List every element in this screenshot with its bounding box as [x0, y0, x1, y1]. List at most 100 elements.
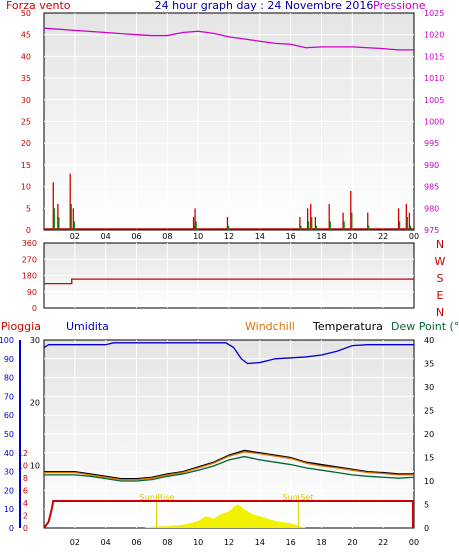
tick-label: 06 — [131, 538, 141, 547]
sunset-label: Sun Set — [283, 493, 314, 502]
wind-direction-line — [44, 278, 414, 285]
direction-grid — [44, 243, 414, 308]
tick-label: 35 — [424, 360, 434, 369]
tick-label: 12 — [224, 538, 234, 547]
header-left: Forza vento — [6, 0, 71, 12]
tick-label: 90 — [4, 355, 14, 364]
tick-label: 50 — [21, 9, 31, 18]
tick-label: 14 — [255, 232, 265, 241]
tick-label: 18 — [316, 538, 326, 547]
tick-label: 00 — [409, 232, 419, 241]
wind-pressure-grid — [44, 13, 414, 230]
tick-label: 10 — [424, 477, 434, 486]
dewpoint-header: Dew Point (°C — [391, 320, 459, 333]
tick-label: 20 — [4, 486, 14, 495]
tick-label: 1010 — [424, 74, 444, 83]
tick-label: 35 — [21, 74, 31, 83]
tick-label: 45 — [21, 31, 31, 40]
sunrise-label: Sun Rise — [140, 493, 175, 502]
direction-letter: E — [437, 289, 444, 302]
tick-label: 1025 — [424, 9, 444, 18]
series-line — [44, 455, 415, 482]
tick-label: 22 — [378, 232, 388, 241]
tick-label: 30 — [21, 96, 31, 105]
tick-label: 5 — [424, 501, 429, 510]
tick-label: 4 — [23, 499, 28, 508]
tick-label: 1000 — [424, 118, 444, 127]
tick-label: 1005 — [424, 96, 444, 105]
tick-label: 1015 — [424, 52, 444, 61]
tick-label: 1020 — [424, 31, 444, 40]
temp-rain-x-ticks: 02 04 06 08 10 12 14 16 18 20 22 00 — [70, 538, 419, 547]
tick-label: 20 — [21, 139, 31, 148]
tick-label: 25 — [21, 118, 31, 127]
tick-label: 0 — [26, 226, 31, 235]
tick-label: 12 — [224, 232, 234, 241]
tick-label: 975 — [424, 226, 439, 235]
direction-letter: N — [436, 238, 444, 251]
tick-label: 15 — [424, 454, 434, 463]
tick-label: 70 — [4, 392, 14, 401]
tick-label: 20 — [30, 399, 40, 408]
tick-label: 04 — [101, 538, 111, 547]
wind-axis-ticks: 0 5 10 15 20 25 30 35 40 45 50 — [21, 9, 31, 235]
pressure-line — [43, 27, 414, 51]
tick-label: 985 — [424, 183, 439, 192]
humidity-header: Umidita — [66, 320, 109, 333]
tick-label: 10 — [4, 505, 14, 514]
temp-rain-grid — [44, 340, 414, 528]
tick-label: 16 — [286, 232, 296, 241]
tick-label: 40 — [4, 449, 14, 458]
tick-label: 980 — [424, 204, 439, 213]
tick-label: 990 — [424, 161, 439, 170]
tick-label: 08 — [162, 232, 172, 241]
humidity-axis-ticks: 0 10 20 30 40 50 60 70 80 90 100 — [0, 336, 14, 533]
wind-pressure-x-ticks: 02 04 06 08 10 12 14 16 18 20 22 00 — [70, 232, 419, 241]
tick-label: 8 — [23, 474, 28, 483]
rain-axis-ticks: 0 2 4 6 8 10 12 — [18, 449, 28, 533]
tick-label: 02 — [70, 538, 80, 547]
tick-label: 04 — [101, 232, 111, 241]
tick-label: 40 — [21, 52, 31, 61]
temp-rain-series — [43, 342, 415, 529]
tick-label: 360 — [22, 239, 37, 248]
tick-label: 40 — [424, 336, 434, 345]
header-right: Pressione — [373, 0, 426, 12]
direction-letter: S — [437, 272, 444, 285]
inner-scale-ticks: 10 20 30 — [30, 336, 40, 470]
rain-header: Pioggia — [1, 320, 41, 333]
pressure-axis-ticks: 975 980 985 990 995 1000 1005 1010 1015 1020 1025 — [424, 9, 444, 235]
temperature-header: Temperatura — [312, 320, 383, 333]
tick-label: 06 — [131, 232, 141, 241]
tick-label: 02 — [70, 232, 80, 241]
direction-axis-ticks: 0 90 180 270 360 — [22, 239, 37, 313]
tick-label: 6 — [23, 486, 28, 495]
series-line — [44, 449, 414, 480]
tick-label: 5 — [26, 204, 31, 213]
tick-label: 18 — [316, 232, 326, 241]
tick-label: 08 — [162, 538, 172, 547]
tick-label: 22 — [378, 538, 388, 547]
tick-label: 0 — [23, 524, 28, 533]
tick-label: 60 — [4, 411, 14, 420]
direction-letter: N — [436, 306, 444, 319]
tick-label: 995 — [424, 139, 439, 148]
tick-label: 15 — [21, 161, 31, 170]
tick-label: 90 — [27, 288, 37, 297]
tick-label: 30 — [30, 336, 40, 345]
tick-label: 10 — [18, 461, 28, 470]
tick-label: 0 — [32, 304, 37, 313]
series-line — [43, 342, 414, 365]
series-line — [43, 500, 414, 529]
tick-label: 20 — [347, 232, 357, 241]
direction-series — [44, 278, 414, 285]
tick-label: 10 — [30, 461, 40, 470]
tick-label: 10 — [21, 183, 31, 192]
tick-label: 25 — [424, 407, 434, 416]
tick-label: 2 — [23, 511, 28, 520]
tick-label: 270 — [22, 255, 37, 264]
tick-label: 30 — [424, 383, 434, 392]
